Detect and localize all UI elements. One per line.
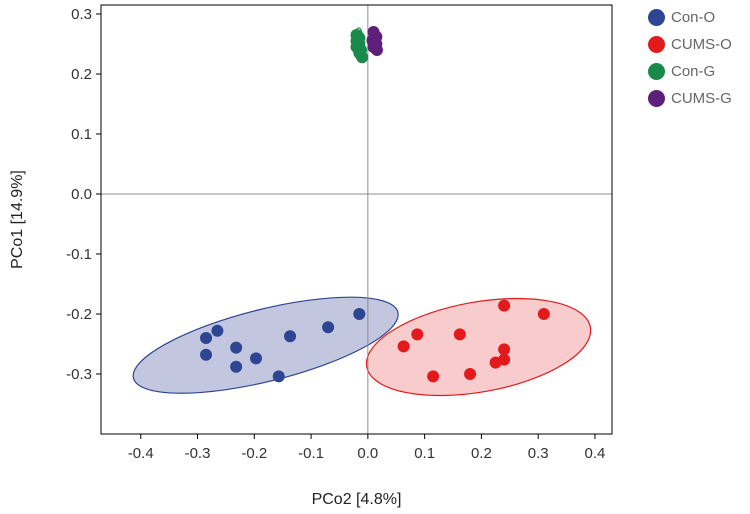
x-tick-label: -0.3: [185, 445, 211, 462]
data-points: [200, 26, 550, 383]
point-cums-o: [537, 308, 550, 320]
legend-item-con-o: Con-O: [648, 4, 732, 31]
x-tick-label: 0.1: [414, 445, 435, 462]
legend-item-cums-o: CUMS-O: [648, 31, 732, 58]
legend-label-con-g: Con-G: [671, 63, 716, 80]
x-tick-label: 0.2: [471, 445, 492, 462]
plot-area-frame: [100, 4, 613, 435]
x-tick-label: -0.2: [241, 445, 267, 462]
x-tick-label: 0.0: [357, 445, 378, 462]
point-con-o: [230, 360, 243, 373]
x-tick-label: 0.4: [585, 445, 606, 462]
point-cums-o: [498, 343, 511, 356]
y-tick-label: 0.3: [71, 6, 92, 23]
ellipse-cums-o: [365, 297, 592, 397]
legend-label-con-o: Con-O: [671, 9, 716, 26]
point-cums-o: [464, 368, 477, 380]
y-tick-label: -0.3: [66, 366, 92, 383]
x-axis-label: PCo2 [4.8%]: [312, 491, 402, 508]
point-con-o: [200, 348, 213, 361]
axis-ticks: -0.4 -0.3 -0.2 -0.1 0.0 0.1 0.2 0.3 0.4 -0.3 -0.2 -…: [66, 6, 605, 462]
point-con-o: [230, 341, 243, 354]
legend-marker-con-g: [648, 63, 665, 80]
legend-label-cums-g: CUMS-G: [671, 90, 732, 107]
y-tick-label: 0.1: [71, 126, 92, 143]
legend: Con-O CUMS-O Con-G CUMS-G: [648, 4, 732, 112]
legend-item-cums-g: CUMS-G: [648, 85, 732, 112]
legend-item-con-g: Con-G: [648, 58, 732, 85]
legend-marker-cums-o: [648, 36, 665, 53]
y-axis-label: PCo1 [14.9%]: [9, 170, 26, 269]
legend-marker-con-o: [648, 9, 665, 26]
y-tick-label: -0.1: [66, 246, 92, 263]
y-tick-label: 0.2: [71, 66, 92, 83]
x-tick-label: -0.4: [128, 445, 154, 462]
y-tick-label: 0.0: [71, 186, 92, 203]
point-cums-o: [427, 370, 440, 383]
point-cums-o: [411, 328, 424, 341]
point-con-o: [353, 308, 366, 320]
point-con-o: [322, 321, 335, 334]
legend-label-cums-o: CUMS-O: [671, 36, 732, 53]
point-cums-o: [397, 340, 410, 353]
point-con-o: [211, 324, 224, 337]
legend-marker-cums-g: [648, 90, 665, 107]
point-cums-o: [498, 353, 511, 366]
point-con-o: [250, 352, 263, 365]
y-tick-label: -0.2: [66, 306, 92, 323]
x-tick-label: 0.3: [528, 445, 549, 462]
ellipse-con-o: [132, 296, 399, 394]
point-con-o: [200, 332, 213, 344]
point-con-g: [356, 51, 369, 64]
x-tick-label: -0.1: [298, 445, 324, 462]
reference-lines: [101, 5, 612, 434]
point-cums-g: [368, 36, 381, 49]
point-cums-o: [498, 299, 511, 312]
point-cums-o: [453, 328, 466, 341]
confidence-ellipses: [132, 27, 592, 397]
point-con-o: [272, 370, 285, 383]
point-con-o: [284, 330, 297, 343]
